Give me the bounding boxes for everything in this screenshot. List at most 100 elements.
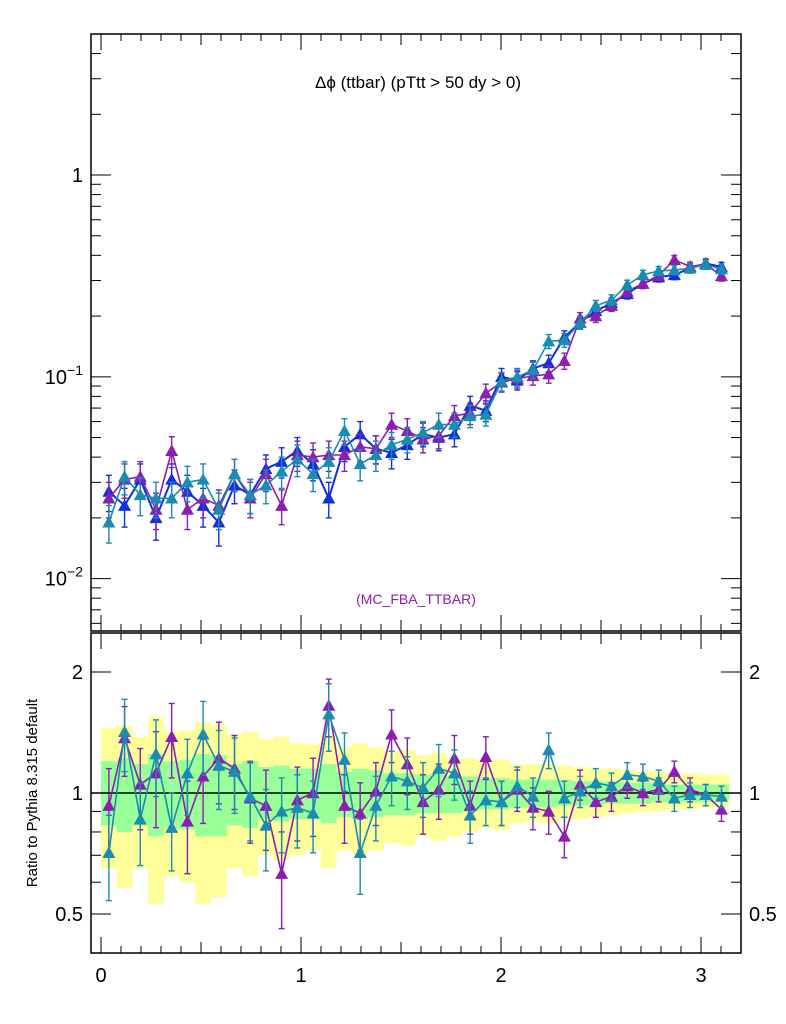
ratio-data-point [667, 791, 681, 804]
ratio-data-point [180, 814, 194, 827]
main-data-point [589, 309, 603, 322]
main-data-point [479, 386, 493, 399]
main-data-point [573, 316, 587, 329]
ratio-data-point [337, 753, 351, 765]
ratio-data-point [212, 759, 226, 771]
ratio-data-point [447, 766, 461, 779]
main-data-point [683, 261, 697, 274]
ratio-y-axis-label: Ratio to Pythia 8.315 default [24, 698, 41, 887]
ratio-y-tick-label-right: 0.5 [749, 904, 777, 926]
main-data-point [557, 333, 571, 346]
main-data-point [353, 440, 367, 453]
main-data-point [118, 470, 132, 482]
ratio-data-point [400, 774, 414, 787]
main-data-point [306, 450, 320, 463]
main-data-point [636, 277, 650, 289]
main-data-point [667, 263, 681, 276]
main-data-point [353, 457, 367, 470]
ratio-data-point [102, 846, 116, 859]
ratio-data-point [149, 747, 163, 760]
main-data-point [228, 467, 242, 480]
ratio-data-point [290, 801, 304, 813]
main-data-point [243, 488, 257, 501]
main-data-point [542, 356, 556, 369]
ratio-data-point [510, 779, 524, 792]
ratio-data-point [495, 795, 509, 808]
ratio-band-inner [101, 754, 730, 837]
ratio-data-point [714, 802, 728, 815]
main-data-point [542, 334, 556, 347]
ratio-y-tick-label: 1 [72, 783, 83, 805]
main-data-point [636, 268, 650, 281]
ratio-data-point [620, 768, 634, 780]
main-data-point [275, 464, 289, 477]
ratio-data-point [133, 812, 147, 825]
main-data-point [463, 409, 477, 422]
ratio-data-point [180, 766, 194, 779]
chart-title: Δϕ (ttbar) (pTtt > 50 dy > 0) [315, 73, 521, 92]
ratio-data-point [589, 776, 603, 789]
main-data-point [322, 491, 336, 504]
ratio-data-point [557, 829, 571, 842]
ratio-data-point [165, 821, 179, 833]
main-data-point [542, 367, 556, 380]
ratio-data-point [337, 799, 351, 811]
main-data-point [322, 455, 336, 467]
ratio-data-point [196, 769, 210, 782]
x-tick-label: 0 [95, 965, 106, 987]
ratio-data-point [243, 790, 257, 802]
ratio-data-point [699, 788, 713, 800]
ratio-axes: 2 2 1 1 0.5 0.5 0 1 2 3 [55, 633, 777, 987]
ratio-y-tick-label-right: 1 [749, 783, 760, 805]
main-data-point [510, 370, 524, 383]
main-data-point [526, 363, 540, 376]
main-data-point [652, 264, 666, 277]
ratio-data-point [118, 725, 132, 737]
main-data-point [165, 472, 179, 485]
ratio-data-point [479, 793, 493, 806]
ratio-data-point [542, 743, 556, 756]
ratio-y-tick-label: 0.5 [55, 904, 83, 926]
ratio-data-point [683, 788, 697, 800]
main-panel-frame [90, 33, 742, 632]
ratio-data-point [636, 769, 650, 782]
main-data-point [416, 425, 430, 438]
ratio-data-point [557, 791, 571, 804]
main-data-point [165, 444, 179, 456]
main-y-tick-label: 1 [72, 165, 83, 187]
main-data-point [337, 424, 351, 437]
main-data-point [212, 503, 226, 515]
main-data-point [557, 354, 571, 367]
main-data-point [165, 491, 179, 504]
main-data-point [133, 470, 147, 482]
ratio-data-point [385, 769, 399, 782]
main-data-point [432, 418, 446, 430]
main-data-point [118, 499, 132, 511]
ratio-y-tick-label-right: 2 [749, 662, 760, 684]
ratio-uncertainty-bands [101, 716, 730, 904]
main-data-point [306, 467, 320, 480]
main-data-point [605, 293, 618, 306]
main-data-point [180, 475, 194, 488]
ratio-series-line [108, 713, 722, 854]
ratio-data-point [259, 819, 273, 831]
ratio-data-point [353, 846, 367, 859]
ratio-data-point [636, 786, 650, 799]
ratio-data-point [432, 762, 446, 774]
ratio-series-line [108, 705, 723, 874]
ratio-data-point [463, 808, 477, 821]
ratio-data-point [369, 799, 383, 811]
main-data-point [275, 499, 289, 511]
main-data-point [589, 299, 603, 311]
main-data-point [337, 448, 351, 461]
ratio-data-point [322, 707, 336, 720]
ratio-data-point [714, 790, 728, 802]
main-series-line [108, 263, 722, 523]
ratio-data-point [605, 779, 618, 792]
main-data-point [699, 258, 713, 270]
main-data-point [385, 418, 399, 430]
ratio-y-tick-label: 2 [72, 662, 83, 684]
ratio-data-point [526, 790, 540, 802]
main-y-tick-label: 10−1 [45, 362, 83, 389]
